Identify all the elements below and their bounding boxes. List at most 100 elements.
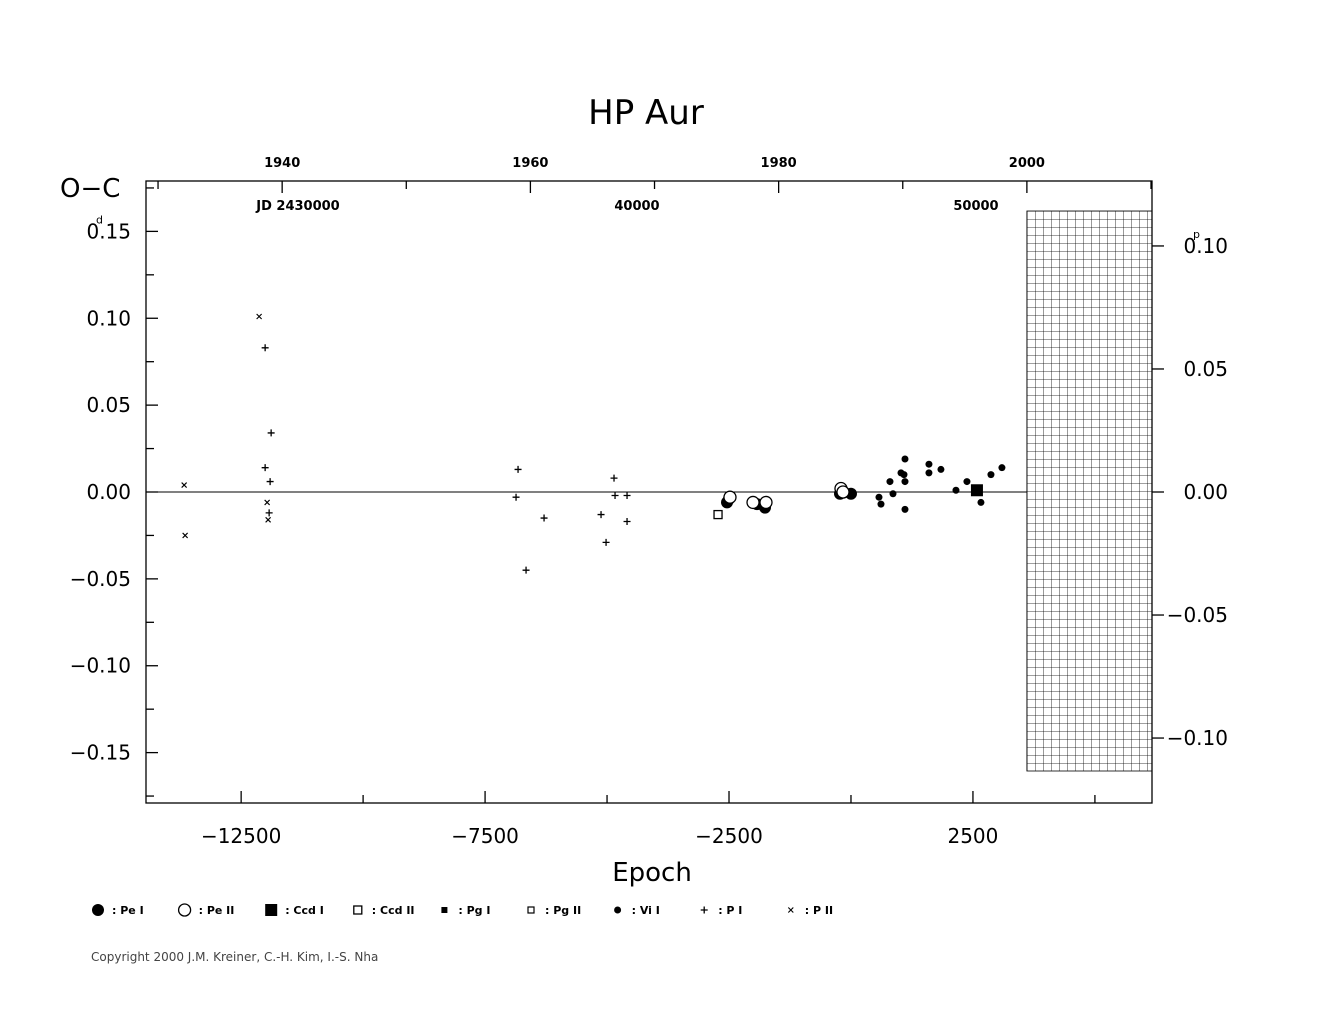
- marker: [787, 907, 794, 913]
- y2-tick-label: 0.10: [1183, 234, 1228, 258]
- marker-shape: [597, 511, 605, 519]
- y-axis-label: O−C: [60, 174, 120, 204]
- marker-shape: [723, 490, 737, 504]
- marker-shape: [952, 486, 960, 494]
- x-tick-label: −12500: [201, 824, 281, 848]
- y-tick-label: −0.10: [70, 654, 131, 678]
- marker: [623, 518, 631, 526]
- marker: [998, 464, 1006, 472]
- y-tick-label: 0.05: [86, 393, 131, 417]
- marker: [602, 538, 610, 546]
- marker-shape: [540, 514, 548, 522]
- marker: [514, 465, 522, 473]
- marker-shape: [265, 904, 278, 916]
- marker-shape: [998, 464, 1006, 472]
- marker-shape: [886, 478, 894, 486]
- marker-shape: [759, 495, 773, 510]
- jd-label: JD 2430000: [255, 199, 339, 214]
- marker: [266, 478, 274, 486]
- marker-shape: [901, 478, 909, 486]
- marker: [522, 566, 530, 574]
- marker-shape: [614, 906, 622, 914]
- y-tick-label: 0.00: [86, 480, 131, 504]
- legend-label: : Ccd II: [372, 904, 415, 917]
- marker: [901, 478, 909, 486]
- marker: [610, 474, 618, 482]
- marker: [759, 495, 773, 510]
- marker: [265, 509, 273, 517]
- marker: [264, 499, 271, 506]
- marker: [261, 464, 269, 472]
- marker: [182, 532, 189, 539]
- legend-label: : Ccd I: [285, 904, 324, 917]
- marker-shape: [901, 505, 909, 513]
- marker-shape: [265, 516, 272, 523]
- marker: [261, 344, 269, 352]
- marker: [441, 907, 448, 913]
- marker-shape: [266, 478, 274, 486]
- marker-shape: [512, 493, 520, 501]
- marker: [512, 493, 520, 501]
- marker: [614, 906, 622, 914]
- marker: [256, 313, 263, 320]
- marker-shape: [181, 482, 188, 488]
- x-tick-label: 2500: [947, 824, 998, 848]
- marker-shape: [877, 500, 885, 508]
- marker: [937, 465, 945, 473]
- marker: [267, 429, 275, 437]
- marker: [713, 509, 723, 520]
- marker-shape: [977, 498, 985, 506]
- marker-shape: [522, 566, 530, 574]
- marker: [886, 478, 894, 486]
- legend-label: : Vi I: [632, 904, 660, 917]
- marker: [987, 471, 995, 479]
- marker: [877, 500, 885, 508]
- marker: [723, 490, 737, 504]
- legend-label: : P I: [718, 904, 742, 917]
- marker: [527, 906, 535, 914]
- marker-shape: [963, 478, 971, 486]
- top-tick-label: 1940: [264, 156, 300, 171]
- marker: [901, 505, 909, 513]
- marker-shape: [937, 465, 945, 473]
- marker-shape: [177, 903, 192, 917]
- legend-label: : P II: [805, 904, 833, 917]
- marker: [700, 906, 708, 914]
- marker: [746, 495, 760, 510]
- marker-shape: [527, 906, 535, 914]
- marker: [977, 498, 985, 506]
- marker: [265, 904, 278, 916]
- jd-label: 50000: [953, 199, 998, 214]
- legend-label: : Pg I: [458, 904, 490, 917]
- marker-shape: [925, 469, 933, 477]
- marker: [925, 460, 933, 468]
- marker: [901, 455, 909, 463]
- y2-tick-label: 0.00: [1183, 480, 1228, 504]
- jd-label: 40000: [614, 199, 659, 214]
- marker: [597, 511, 605, 519]
- marker-shape: [611, 491, 619, 499]
- y-tick-label: −0.05: [70, 567, 131, 591]
- marker-shape: [256, 313, 263, 320]
- marker: [611, 491, 619, 499]
- marker-shape: [746, 495, 760, 510]
- marker-shape: [700, 906, 708, 914]
- y-unit: d: [96, 213, 103, 226]
- marker: [181, 482, 188, 488]
- legend-label: : Pe II: [199, 904, 235, 917]
- marker: [540, 514, 548, 522]
- marker-shape: [900, 471, 908, 479]
- marker: [177, 903, 192, 917]
- y2-tick-label: 0.05: [1183, 357, 1228, 381]
- x-axis-label: Epoch: [612, 858, 692, 888]
- marker-shape: [925, 460, 933, 468]
- marker-shape: [836, 485, 850, 499]
- marker: [875, 493, 883, 501]
- marker: [925, 469, 933, 477]
- marker-shape: [889, 490, 897, 498]
- marker-shape: [265, 509, 273, 517]
- marker-shape: [441, 907, 448, 913]
- y-tick-label: −0.15: [70, 741, 131, 765]
- marker-shape: [901, 455, 909, 463]
